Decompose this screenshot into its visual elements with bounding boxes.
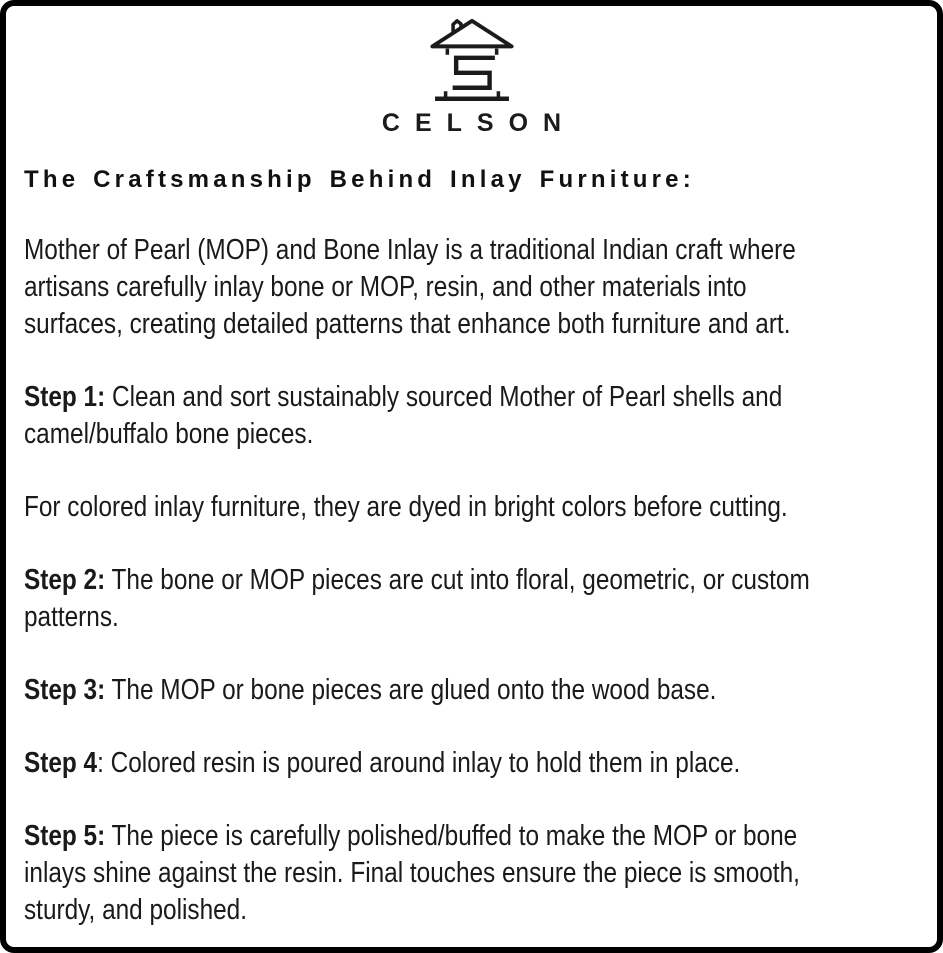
step-label: Step 2:	[24, 564, 106, 596]
step-label: Step 5:	[24, 820, 106, 852]
text-line: Step 4: Colored resin is poured around i…	[24, 747, 741, 779]
step-label: Step 3:	[24, 674, 106, 706]
text-line: Mother of Pearl (MOP) and Bone Inlay is …	[24, 234, 796, 266]
text-line: surfaces, creating detailed patterns tha…	[24, 308, 791, 340]
text-line: Step 1: Clean and sort sustainably sourc…	[24, 381, 783, 413]
house-with-s-monogram-icon	[429, 18, 514, 101]
text-line: Step 3: The MOP or bone pieces are glued…	[24, 674, 717, 706]
text-line: sturdy, and polished.	[24, 894, 247, 926]
text-line: Step 5: The piece is carefully polished/…	[24, 820, 798, 852]
page-title: The Craftsmanship Behind Inlay Furniture…	[24, 166, 695, 193]
text-line: patterns.	[24, 601, 119, 633]
brand-wordmark: CELSON	[381, 109, 577, 137]
paragraph: Step 4: Colored resin is poured around i…	[24, 745, 937, 782]
paragraph: Step 5: The piece is carefully polished/…	[24, 818, 937, 929]
text-line: inlays shine against the resin. Final to…	[24, 857, 800, 889]
text-line: Step 2: The bone or MOP pieces are cut i…	[24, 564, 810, 596]
paragraph: Mother of Pearl (MOP) and Bone Inlay is …	[24, 232, 937, 343]
step-label: Step 4	[24, 747, 98, 779]
text-line: artisans carefully inlay bone or MOP, re…	[24, 271, 747, 303]
body-text: Mother of Pearl (MOP) and Bone Inlay is …	[24, 232, 937, 929]
paragraph: Step 1: Clean and sort sustainably sourc…	[24, 379, 937, 453]
paragraph: Step 3: The MOP or bone pieces are glued…	[24, 672, 937, 709]
paragraph: Step 2: The bone or MOP pieces are cut i…	[24, 562, 937, 636]
text-line: For colored inlay furniture, they are dy…	[24, 491, 788, 523]
paragraph: For colored inlay furniture, they are dy…	[24, 489, 937, 526]
text-line: camel/buffalo bone pieces.	[24, 418, 314, 450]
step-label: Step 1:	[24, 381, 106, 413]
brand-header: CELSON	[6, 11, 937, 138]
